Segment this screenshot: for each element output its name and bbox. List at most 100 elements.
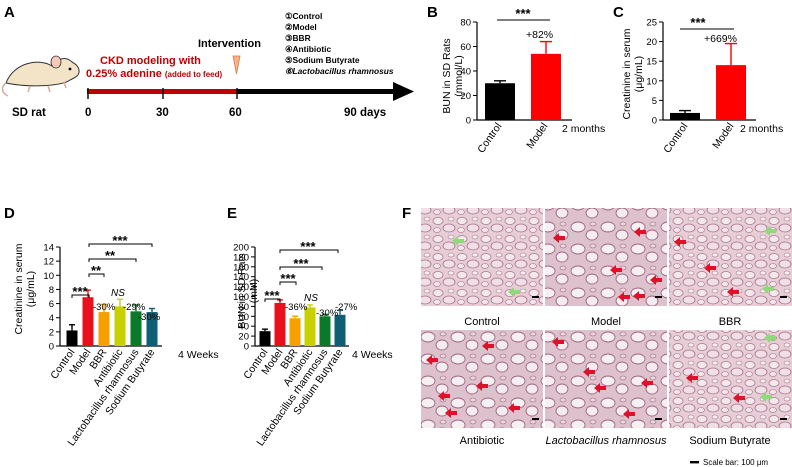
panel-e: E BUN in SD Rats (mM) 020406080100120140… <box>227 205 393 448</box>
rat-icon <box>1 55 80 97</box>
panel-b-note: 2 months <box>562 123 605 135</box>
panel-e-pct-lr: -30% <box>316 308 339 319</box>
y-tick-label: 140 <box>233 272 249 283</box>
panel-e-sig-1: *** <box>264 288 280 303</box>
end-days-label: 90 days <box>344 107 386 119</box>
panel-a: A SD rat CKD modeling with 0.25% adenine… <box>1 4 414 119</box>
panel-b-yticks: 0 20 40 60 80 <box>460 18 477 127</box>
panel-a-letter: A <box>4 4 15 21</box>
bar-control <box>259 331 271 346</box>
y-tick-label: 20 <box>460 91 471 102</box>
tick-30: 30 <box>156 107 169 119</box>
y-tick-label: 0 <box>244 342 249 353</box>
ckd-line2: 0.25% adenine (added to feed) <box>86 68 222 80</box>
y-tick-label: 5 <box>652 96 657 107</box>
bar-model <box>82 297 94 346</box>
panel-e-sig-2: *** <box>280 271 296 286</box>
label-control: Control <box>464 316 499 328</box>
y-tick-label: 12 <box>43 257 54 268</box>
y-tick-label: 0 <box>466 116 471 127</box>
label-bbr: BBR <box>719 316 742 328</box>
panel-d-sig-3: ** <box>105 248 116 263</box>
panel-c-yunit: (μg/mL) <box>633 56 645 92</box>
timeline-arrow-icon <box>393 82 414 101</box>
panel-e-sig-4: *** <box>300 239 316 254</box>
panel-c-note: 2 months <box>740 123 783 135</box>
scale-bar-icon <box>690 461 699 464</box>
panel-d: D Creatinine in serum (μg/mL) 0 2 4 6 8 10 12 1… <box>4 205 219 448</box>
panel-d-pct-sb: -30% <box>138 312 161 323</box>
y-tick-label: 14 <box>43 243 54 254</box>
group-6: ⑥Lactobacillus rhamnosus <box>285 66 394 76</box>
rat-label: SD rat <box>12 107 46 119</box>
panel-e-bars <box>259 299 346 346</box>
y-tick-label: 40 <box>460 67 471 78</box>
panel-b-change: +82% <box>526 29 553 41</box>
panel-d-yunit: (μg/mL) <box>25 271 37 307</box>
panel-c-change: +669% <box>704 33 737 45</box>
panel-d-letter: D <box>4 205 15 222</box>
group-4: ④Antibiotic <box>285 44 331 54</box>
panel-f: F <box>402 205 792 467</box>
ckd-line1: CKD modeling with <box>100 55 201 67</box>
ckd-bar <box>87 89 237 94</box>
green-arrow-icons <box>452 226 776 402</box>
scale-bar-marks <box>532 296 787 420</box>
histology-model <box>545 208 667 306</box>
bar-bbr <box>289 318 301 346</box>
bar-model <box>716 65 746 120</box>
bar-bbr <box>98 312 110 346</box>
bar-control <box>670 112 700 120</box>
y-tick-label: 8 <box>49 285 54 296</box>
panel-d-pct-bbr: -30% <box>93 302 116 313</box>
y-tick-label: 10 <box>646 76 657 87</box>
panel-c-letter: C <box>613 4 624 21</box>
bar-control <box>485 83 515 120</box>
panel-e-ns: NS <box>304 293 318 304</box>
y-tick-label: 4 <box>49 313 54 324</box>
label-lr: Lactobacillus rhamnosus <box>545 435 667 447</box>
panel-b-letter: B <box>427 4 438 21</box>
y-tick-label: 60 <box>460 42 471 53</box>
y-tick-label: 200 <box>233 243 249 254</box>
y-tick-label: 10 <box>43 271 54 282</box>
panel-b-yunit: (mmol/L) <box>453 55 465 96</box>
panel-f-letter: F <box>402 205 411 222</box>
group-2: ②Model <box>285 22 317 32</box>
label-model: Model <box>591 316 621 328</box>
panel-e-sig-3: *** <box>293 256 309 271</box>
group-5: ⑤Sodium Butyrate <box>285 55 360 65</box>
panel-c-sig: *** <box>690 15 706 30</box>
panel-d-yticks: 0 2 4 6 8 10 12 14 <box>43 243 60 353</box>
bar-model <box>531 53 561 120</box>
panel-c-bars <box>670 42 746 120</box>
panel-e-pct-sb: -27% <box>335 302 358 313</box>
panel-b-xlabel-model: Model <box>524 121 550 151</box>
bar-sodium-butyrate <box>334 314 346 346</box>
y-tick-label: 20 <box>238 332 249 343</box>
label-sb: Sodium Butyrate <box>689 435 770 447</box>
histology-antibiotic <box>421 330 543 428</box>
panel-b-xlabel-control: Control <box>475 121 504 156</box>
panel-e-letter: E <box>227 205 237 222</box>
y-tick-label: 80 <box>238 302 249 313</box>
intervention-bar <box>237 89 395 94</box>
y-tick-label: 20 <box>646 37 657 48</box>
panel-d-bars <box>66 289 158 346</box>
panel-c-xlabel-model: Model <box>710 121 736 151</box>
y-tick-label: 2 <box>49 327 54 338</box>
scale-bar-label: Scale bar: 100 μm <box>703 458 768 467</box>
panel-e-yunit: (mM) <box>248 279 260 304</box>
bar-sodium-butyrate <box>146 312 158 346</box>
label-antibiotic: Antibiotic <box>460 435 505 447</box>
y-tick-label: 0 <box>652 116 657 127</box>
group-list: ①Control ②Model ③BBR ④Antibiotic ⑤Sodium… <box>285 11 394 76</box>
bar-model <box>274 302 286 346</box>
y-tick-label: 100 <box>233 292 249 303</box>
panel-d-sig-1: *** <box>72 284 88 299</box>
y-tick-label: 25 <box>646 18 657 29</box>
